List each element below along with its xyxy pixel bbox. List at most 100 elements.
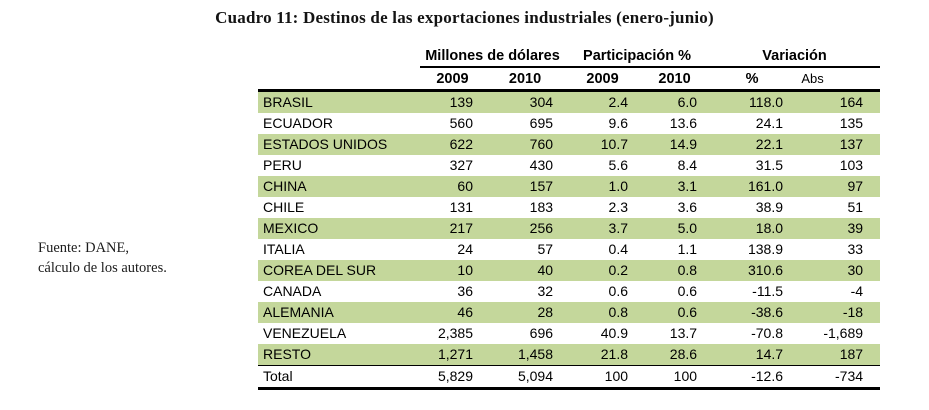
group-header-variacion: Variación bbox=[709, 42, 881, 68]
cell-value: 135 bbox=[839, 115, 864, 131]
table-row: VENEZUELA 2,385 696 40.9 13.7 -70.8 -1,689 bbox=[258, 323, 880, 344]
group-header-millones: Millones de dólares bbox=[420, 42, 566, 68]
cell-value: 2,385 bbox=[437, 325, 473, 341]
cell-value: 161.0 bbox=[747, 178, 784, 194]
source-note-line-1: Fuente: DANE, bbox=[38, 240, 130, 256]
cell-value: 36 bbox=[457, 283, 473, 299]
cell-value: 139 bbox=[449, 94, 473, 110]
cell-value: 217 bbox=[449, 220, 473, 236]
column-header-2010-participacion: 2010 bbox=[640, 67, 710, 92]
cell-value: -734 bbox=[795, 365, 881, 390]
table-row: ECUADOR 560 695 9.6 13.6 24.1 135 bbox=[258, 113, 880, 134]
total-row: Total 5,829 5,094 100 100 -12.6 -734 bbox=[258, 365, 881, 390]
row-label: ITALIA bbox=[263, 241, 305, 257]
cell-value: 28 bbox=[537, 304, 554, 320]
column-header-abs: Abs bbox=[795, 67, 881, 92]
cell-value: 14.7 bbox=[755, 346, 784, 362]
cell-value: 5,829 bbox=[420, 365, 485, 390]
cell-value: 1,458 bbox=[517, 346, 554, 362]
cell-value: -38.6 bbox=[751, 304, 784, 320]
cell-value: 33 bbox=[847, 241, 864, 257]
cell-value: 0.2 bbox=[608, 262, 629, 278]
cell-value: -12.6 bbox=[709, 365, 796, 390]
cell-value: 40 bbox=[537, 262, 554, 278]
row-label: COREA DEL SUR bbox=[263, 262, 377, 278]
table-row: PERU 327 430 5.6 8.4 31.5 103 bbox=[258, 155, 880, 176]
cell-value: 13.6 bbox=[669, 115, 698, 131]
table-body: BRASIL 139 304 2.4 6.0 118.0 164 ECUADOR 560 695 9… bbox=[258, 90, 881, 390]
cell-value: 10 bbox=[457, 262, 473, 278]
cell-value: -11.5 bbox=[752, 283, 784, 299]
cell-value: 1.0 bbox=[608, 178, 629, 194]
cell-value: 0.8 bbox=[677, 262, 698, 278]
row-label: BRASIL bbox=[263, 94, 313, 110]
table-row: CANADA 36 32 0.6 0.6 -11.5 -4 bbox=[258, 281, 880, 302]
cell-value: 0.6 bbox=[608, 283, 629, 299]
cell-value: 57 bbox=[537, 241, 554, 257]
row-label: MEXICO bbox=[263, 220, 319, 236]
cell-value: 2.4 bbox=[608, 94, 629, 110]
cell-value: -18 bbox=[842, 304, 864, 320]
cell-value: 32 bbox=[537, 283, 554, 299]
column-header-empty bbox=[258, 67, 420, 92]
cell-value: 131 bbox=[449, 199, 473, 215]
cell-value: 560 bbox=[449, 115, 473, 131]
cell-value: 3.6 bbox=[677, 199, 698, 215]
table-header: Millones de dólares Participación % Vari… bbox=[258, 42, 881, 92]
cell-value: 38.9 bbox=[755, 199, 784, 215]
table-row: CHINA 60 157 1.0 3.1 161.0 97 bbox=[258, 176, 881, 197]
cell-value: 304 bbox=[529, 94, 554, 110]
cell-value: 256 bbox=[529, 220, 554, 236]
cell-value: 3.7 bbox=[608, 220, 629, 236]
cell-value: 51 bbox=[847, 199, 864, 215]
cell-value: -1,689 bbox=[823, 325, 864, 341]
source-note-line-2: cálculo de los autores. bbox=[38, 259, 167, 276]
cell-value: 40.9 bbox=[600, 325, 629, 341]
table-row: COREA DEL SUR 10 40 0.2 0.8 310.6 30 bbox=[258, 260, 881, 281]
cell-value: 138.9 bbox=[747, 241, 784, 257]
row-label: ECUADOR bbox=[263, 115, 334, 131]
row-label: ESTADOS UNIDOS bbox=[263, 136, 388, 152]
cell-value: 3.1 bbox=[677, 178, 698, 194]
cell-value: 8.4 bbox=[677, 157, 698, 173]
row-label: CANADA bbox=[263, 283, 322, 299]
cell-value: 430 bbox=[529, 157, 554, 173]
column-header-2009-millones: 2009 bbox=[420, 67, 485, 92]
cell-value: 622 bbox=[449, 136, 473, 152]
cell-value: 183 bbox=[529, 199, 554, 215]
cell-value: 2.3 bbox=[608, 199, 629, 215]
row-label: VENEZUELA bbox=[263, 325, 347, 341]
cell-value: 60 bbox=[457, 178, 473, 194]
table-row: ESTADOS UNIDOS 622 760 10.7 14.9 22.1 137 bbox=[258, 134, 881, 155]
cell-value: 18.0 bbox=[755, 220, 784, 236]
cell-value: 695 bbox=[529, 115, 554, 131]
column-header-2010-millones: 2010 bbox=[485, 67, 566, 92]
column-header-pct: % bbox=[709, 67, 796, 92]
column-header-2009-participacion: 2009 bbox=[565, 67, 641, 92]
cell-value: 5,094 bbox=[485, 365, 566, 390]
cell-value: 137 bbox=[839, 136, 864, 152]
cell-value: 39 bbox=[847, 220, 864, 236]
cell-value: 103 bbox=[839, 157, 864, 173]
cell-value: 760 bbox=[529, 136, 554, 152]
cell-value: 1,271 bbox=[437, 346, 473, 362]
table-row: RESTO 1,271 1,458 21.8 28.6 14.7 187 bbox=[258, 344, 881, 366]
cell-value: 31.5 bbox=[755, 157, 784, 173]
cell-value: 21.8 bbox=[600, 346, 629, 362]
cell-value: 28.6 bbox=[669, 346, 698, 362]
cell-value: 0.4 bbox=[608, 241, 629, 257]
cell-value: 97 bbox=[847, 178, 864, 194]
cell-value: 5.0 bbox=[677, 220, 698, 236]
cell-value: 9.6 bbox=[608, 115, 629, 131]
table-row: MEXICO 217 256 3.7 5.0 18.0 39 bbox=[258, 218, 881, 239]
cell-value: 187 bbox=[839, 346, 864, 362]
cell-value: 164 bbox=[839, 94, 864, 110]
table-row: ALEMANIA 46 28 0.8 0.6 -38.6 -18 bbox=[258, 302, 881, 323]
cell-value: 5.6 bbox=[608, 157, 629, 173]
cell-value: 118.0 bbox=[749, 94, 784, 110]
cell-value: 0.6 bbox=[677, 283, 698, 299]
row-label: Total bbox=[258, 365, 420, 390]
table-row: CHILE 131 183 2.3 3.6 38.9 51 bbox=[258, 197, 880, 218]
row-label: CHILE bbox=[263, 199, 305, 215]
table-row: ITALIA 24 57 0.4 1.1 138.9 33 bbox=[258, 239, 880, 260]
